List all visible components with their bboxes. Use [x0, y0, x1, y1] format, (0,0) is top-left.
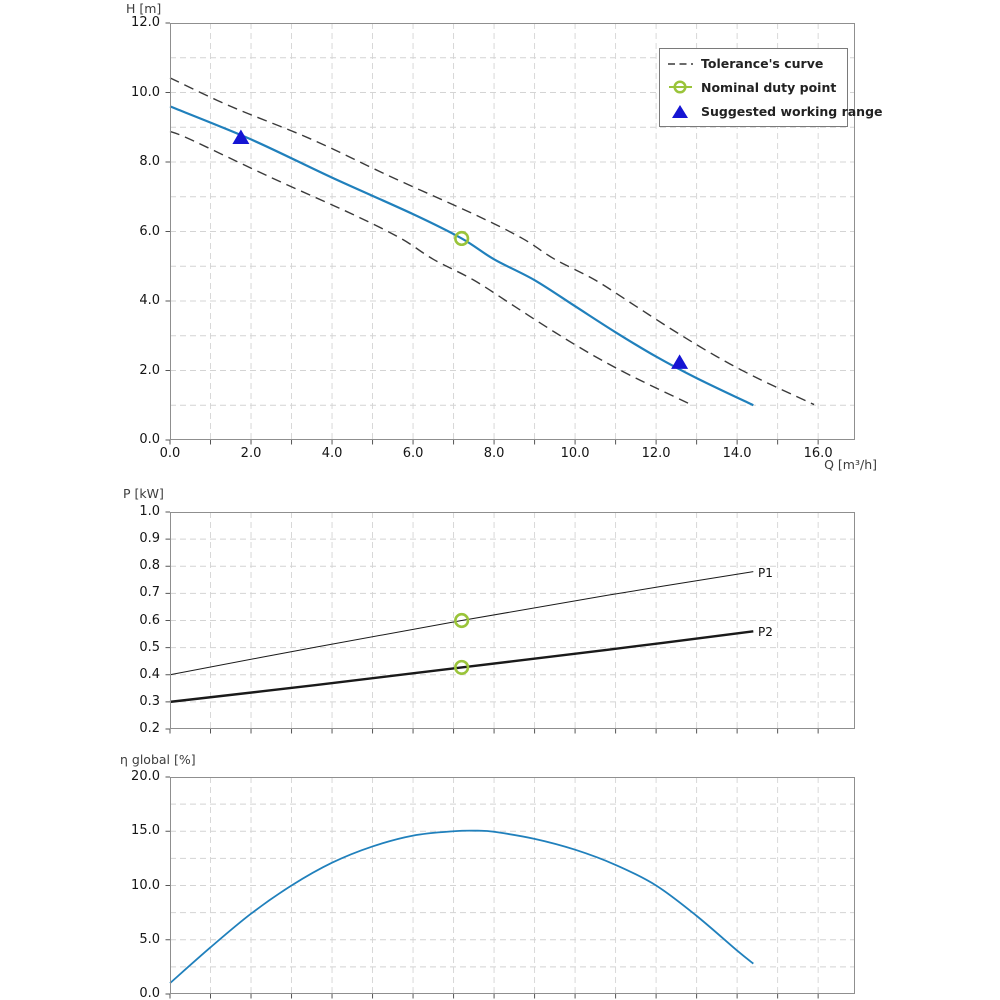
head-y-tick-label: 0.0	[139, 432, 160, 447]
power-y-tick-label: 0.2	[139, 721, 160, 736]
series-P1	[169, 571, 754, 676]
plot-border	[170, 777, 855, 994]
series-eta-curve	[169, 829, 754, 984]
head-y-tick-label: 12.0	[131, 15, 160, 30]
p1-series-label: P1	[758, 566, 773, 580]
legend-label: Suggested working range	[701, 103, 883, 119]
marker-working-range-max	[671, 354, 689, 369]
head-y-tick-label: 10.0	[131, 84, 160, 100]
head-y-axis-title: H [m]	[126, 1, 162, 16]
efficiency-y-axis-title: η global [%]	[120, 752, 196, 767]
power-y-tick-label: 0.7	[139, 585, 160, 601]
plot-border	[170, 23, 855, 440]
efficiency-plot-area	[165, 776, 855, 999]
plot-border	[170, 512, 855, 729]
legend-label: Nominal duty point	[701, 79, 837, 95]
power-y-tick-label: 0.8	[139, 558, 160, 574]
power-y-tick-label: 0.5	[139, 639, 160, 655]
efficiency-y-tick-label: 5.0	[139, 931, 160, 947]
marker-duty-point-p2	[454, 659, 470, 676]
marker-working-range-min	[232, 129, 250, 144]
head-y-tick-label: 4.0	[139, 293, 160, 308]
head-y-tick-label: 8.0	[139, 154, 160, 169]
efficiency-y-tick-label: 10.0	[131, 877, 160, 893]
head-x-axis-title: Q [m³/h]	[824, 457, 877, 472]
dashed-line-icon	[667, 57, 694, 71]
marker-duty-point-p1	[454, 612, 470, 629]
power-y-tick-label: 1.0	[139, 504, 160, 519]
power-plot-area	[165, 511, 855, 734]
marker-nominal-duty-point	[454, 230, 470, 247]
head-x-tick-label: 10.0	[560, 446, 590, 461]
efficiency-y-tick-label: 15.0	[131, 823, 160, 839]
legend-item-tolerance-curve: Tolerance's curve	[667, 56, 840, 71]
p2-series-label: P2	[758, 625, 773, 639]
power-y-tick-label: 0.3	[139, 693, 160, 709]
series-tolerance-lower	[169, 130, 693, 406]
series-tolerance-upper	[169, 77, 815, 406]
head-x-tick-label: 12.0	[641, 446, 671, 461]
head-y-tick-label: 2.0	[139, 362, 160, 378]
head-x-tick-label: 2.0	[240, 446, 262, 461]
duty-point-icon	[667, 79, 694, 95]
head-x-tick-label: 8.0	[483, 446, 505, 461]
legend-item-nominal-duty-point: Nominal duty point	[667, 79, 840, 95]
head-x-tick-label: 6.0	[402, 446, 424, 461]
power-y-tick-label: 0.9	[139, 531, 160, 547]
head-x-tick-label: 16.0	[803, 446, 833, 461]
power-y-axis-title: P [kW]	[123, 486, 164, 501]
power-y-tick-label: 0.6	[139, 612, 160, 628]
head-y-tick-label: 6.0	[139, 223, 160, 239]
power-y-tick-label: 0.4	[139, 666, 160, 682]
head-x-tick-label: 4.0	[321, 446, 343, 461]
legend-item-working-range: Suggested working range	[667, 104, 883, 119]
head-x-tick-label: 0.0	[159, 446, 181, 461]
legend: Tolerance's curve Nominal duty point Sug…	[659, 48, 883, 127]
efficiency-y-tick-label: 0.0	[139, 986, 160, 1000]
head-x-tick-label: 14.0	[722, 446, 752, 461]
series-pump-curve	[169, 105, 754, 407]
legend-label: Tolerance's curve	[701, 56, 824, 72]
efficiency-y-tick-label: 20.0	[131, 769, 160, 784]
series-P2	[169, 630, 754, 704]
triangle-icon	[667, 104, 694, 119]
